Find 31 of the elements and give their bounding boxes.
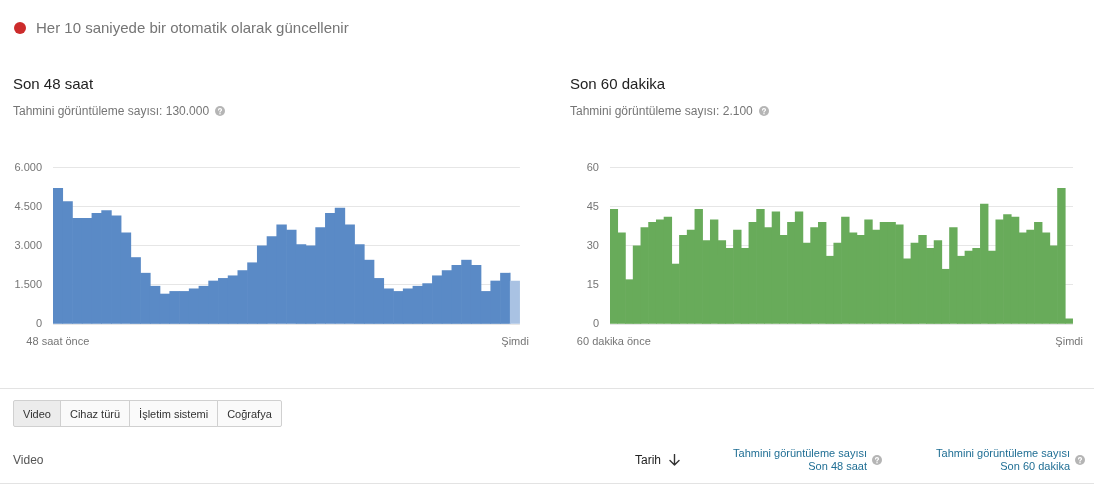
text: Tahmini görüntüleme sayısı Son 60 dakika (936, 446, 1070, 474)
y-tick-label: 60 (586, 160, 599, 173)
y-tick-label: 30 (586, 238, 599, 251)
text: Video (13, 452, 44, 468)
x-tick-label: Şimdi (501, 334, 529, 347)
x-tick-label: 48 saat önce (26, 334, 90, 347)
text: Tarih (635, 452, 662, 468)
tab[interactable] (59, 400, 131, 427)
y-tick-label: 45 (586, 199, 599, 212)
tab[interactable] (129, 400, 219, 427)
text: Tahmini görüntüleme sayısı Son 48 saat (733, 446, 867, 474)
y-tick-label: 0 (592, 317, 599, 330)
text: Video (23, 406, 51, 421)
text: Her 10 saniyede bir otomatik olarak güncellenir (36, 18, 349, 38)
y-tick-label: 6.000 (14, 160, 42, 173)
y-tick-label: 3.000 (14, 238, 42, 251)
chart-title: Son 48 saat (13, 75, 94, 93)
y-tick-label: 4.500 (14, 199, 42, 212)
tab[interactable] (13, 400, 61, 427)
text: Cihaz türü (69, 406, 121, 421)
text: Coğrafya (227, 406, 272, 421)
chart-title: Son 60 dakika (570, 75, 666, 93)
y-tick-label: 15 (586, 277, 599, 290)
y-tick-label: 1.500 (14, 277, 42, 290)
chart-subtitle: Tahmini görüntüleme sayısı: 2.100 (570, 103, 753, 119)
chart-subtitle: Tahmini görüntüleme sayısı: 130.000 (13, 103, 210, 119)
y-tick-label: 0 (35, 317, 42, 330)
x-tick-label: Şimdi (1055, 334, 1083, 347)
tab[interactable] (217, 400, 282, 427)
x-tick-label: 60 dakika önce (576, 334, 651, 347)
text: İşletim sistemi (139, 406, 209, 421)
